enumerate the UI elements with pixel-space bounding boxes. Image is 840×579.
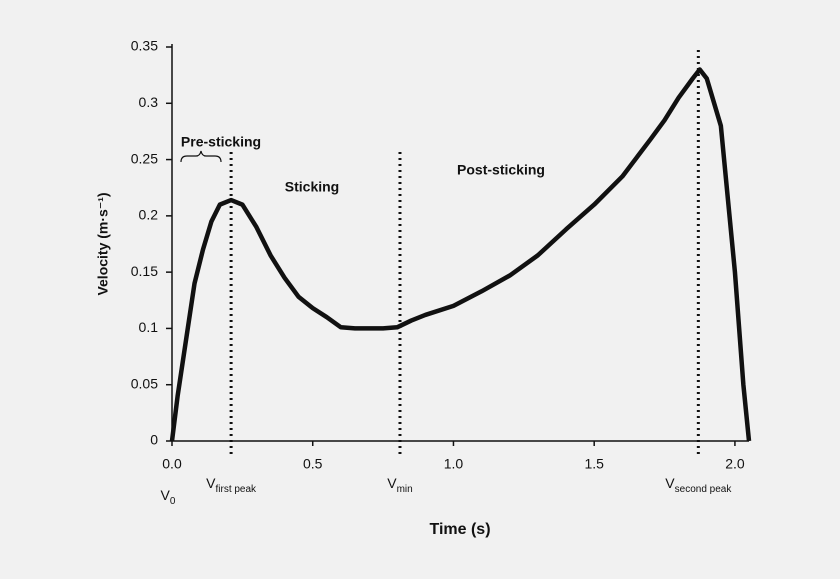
marker-letter: V [387, 475, 397, 491]
y-tick-label: 0.35 [131, 38, 158, 54]
phase-label: Post-sticking [457, 162, 545, 178]
marker-label: V0 [161, 487, 176, 507]
marker-letter: V [665, 475, 675, 491]
phase-label: Pre-sticking [181, 134, 261, 150]
marker-letter: V [206, 475, 216, 491]
x-tick-label: 0.0 [162, 456, 182, 472]
y-tick-label: 0.2 [139, 207, 159, 223]
y-axis-label: Velocity (m·s⁻¹) [95, 192, 111, 295]
marker-subscript: first peak [215, 484, 257, 495]
y-tick-label: 0.3 [139, 94, 159, 110]
x-axis-label: Time (s) [429, 521, 490, 538]
phase-label: Sticking [285, 179, 339, 195]
marker-label: Vmin [387, 475, 412, 495]
x-tick-label: 1.0 [444, 456, 464, 472]
y-tick-label: 0.1 [139, 319, 159, 335]
y-tick-label: 0.15 [131, 263, 158, 279]
marker-label: Vsecond peak [665, 475, 732, 495]
y-tick-label: 0 [150, 432, 158, 448]
marker-letter: V [161, 487, 171, 503]
pre-sticking-brace [180, 150, 222, 163]
y-tick-label: 0.05 [131, 375, 158, 391]
marker-subscript: second peak [675, 484, 733, 495]
y-tick-label: 0.25 [131, 150, 158, 166]
velocity-line [169, 67, 752, 442]
x-tick-label: 1.5 [584, 456, 604, 472]
x-tick-label: 2.0 [725, 456, 745, 472]
x-tick-label: 0.5 [303, 456, 323, 472]
marker-subscript: min [397, 484, 413, 495]
marker-label: Vfirst peak [206, 475, 257, 495]
marker-subscript: 0 [170, 496, 176, 507]
